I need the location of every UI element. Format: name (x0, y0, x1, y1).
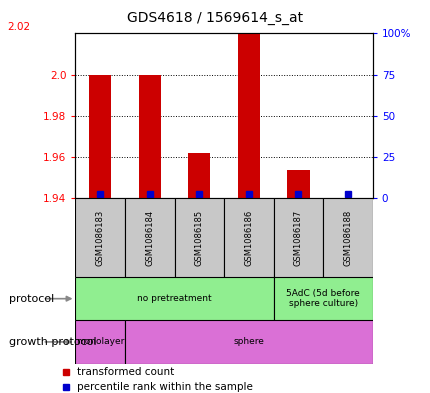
Bar (75, 198, 125, 277)
Text: percentile rank within the sample: percentile rank within the sample (77, 382, 252, 391)
Bar (125, 198, 174, 277)
Text: GSM1086183: GSM1086183 (95, 209, 104, 266)
Text: GDS4618 / 1569614_s_at: GDS4618 / 1569614_s_at (127, 11, 303, 25)
Text: transformed count: transformed count (77, 367, 174, 377)
Text: GSM1086188: GSM1086188 (343, 209, 352, 266)
Bar (322, 198, 372, 277)
Text: GSM1086187: GSM1086187 (293, 209, 302, 266)
Text: GSM1086185: GSM1086185 (194, 210, 203, 266)
Text: growth protocol: growth protocol (9, 337, 96, 347)
Bar (89, 75, 111, 198)
Text: protocol: protocol (9, 294, 54, 304)
Bar (174, 198, 224, 277)
Text: 5AdC (5d before
sphere culture): 5AdC (5d before sphere culture) (286, 289, 359, 309)
Text: sphere: sphere (233, 338, 264, 346)
Text: monolayer: monolayer (76, 338, 124, 346)
Bar (125, 320, 372, 364)
Bar (273, 198, 322, 277)
Bar (287, 170, 309, 198)
Text: GSM1086186: GSM1086186 (244, 209, 253, 266)
Bar (138, 75, 160, 198)
Bar (75, 320, 125, 364)
Bar (188, 153, 210, 198)
Text: no pretreatment: no pretreatment (137, 294, 212, 303)
Bar (75, 277, 273, 320)
Bar (224, 198, 273, 277)
Text: GSM1086184: GSM1086184 (145, 210, 154, 266)
Bar (273, 277, 372, 320)
Text: 2.02: 2.02 (8, 22, 31, 32)
Bar (237, 21, 259, 198)
